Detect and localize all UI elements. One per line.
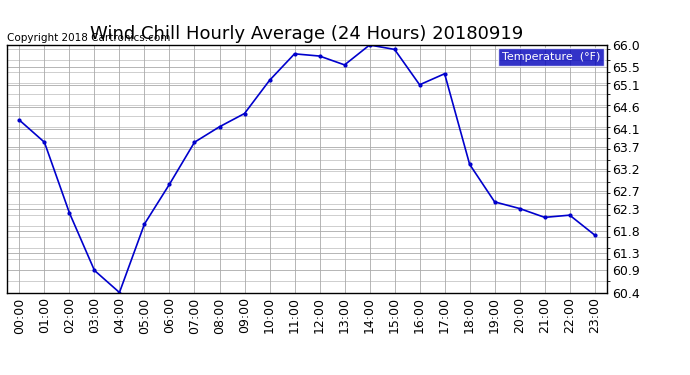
- Text: Copyright 2018 Cartronics.com: Copyright 2018 Cartronics.com: [7, 33, 170, 42]
- Title: Wind Chill Hourly Average (24 Hours) 20180919: Wind Chill Hourly Average (24 Hours) 201…: [90, 26, 524, 44]
- Legend: Temperature  (°F): Temperature (°F): [497, 48, 604, 66]
